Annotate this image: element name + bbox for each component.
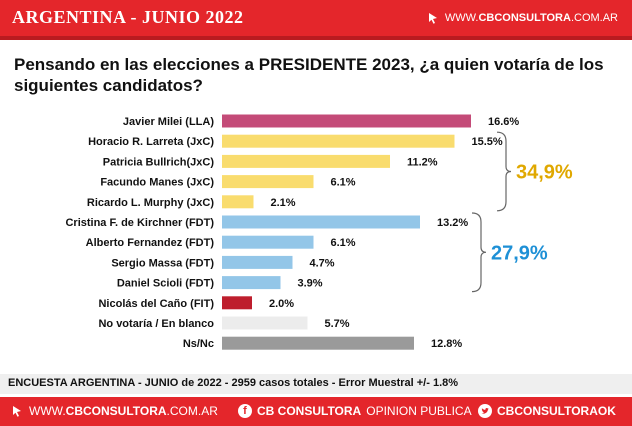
- twitter-icon: [478, 404, 492, 418]
- footer-brand-sub: OPINION PUBLICA: [366, 404, 472, 418]
- header-site-main: CBCONSULTORA: [478, 12, 571, 24]
- footer-web-prefix: WWW.: [29, 404, 66, 418]
- group-bracket: [496, 131, 512, 212]
- footnote-text: ENCUESTA ARGENTINA - JUNIO de 2022 - 295…: [8, 377, 459, 389]
- bar: [222, 215, 420, 229]
- header-bar: ARGENTINA - JUNIO 2022 WWW.CBCONSULTORA.…: [0, 0, 632, 36]
- header-site-suffix: .COM.AR: [570, 12, 618, 24]
- value-label: 4.7%: [310, 257, 335, 269]
- bar-chart: Javier Milei (LLA) 16.6% Horacio R. Larret…: [65, 114, 573, 350]
- category-label: Patricia Bullrich(JxC): [103, 156, 215, 168]
- value-label: 15.5%: [472, 136, 503, 148]
- category-label: Nicolás del Caño (FIT): [98, 298, 214, 310]
- value-label: 5.7%: [325, 318, 350, 330]
- value-label: 11.2%: [407, 156, 438, 168]
- bar: [222, 296, 252, 310]
- bar: [222, 276, 281, 290]
- category-label: No votaría / En blanco: [98, 318, 214, 330]
- category-label: Cristina F. de Kirchner (FDT): [65, 217, 214, 229]
- footer-web-suffix: .COM.AR: [166, 404, 218, 418]
- value-label: 6.1%: [331, 177, 356, 189]
- group-bracket: [471, 212, 487, 293]
- category-label: Ricardo L. Murphy (JxC): [87, 197, 214, 209]
- header-website-link[interactable]: WWW.CBCONSULTORA.COM.AR: [426, 11, 618, 25]
- bar: [222, 154, 390, 168]
- header-underline: [0, 36, 632, 40]
- category-label: Facundo Manes (JxC): [100, 177, 214, 189]
- footnote-bar: [0, 374, 632, 394]
- bar: [222, 336, 414, 350]
- bar: [222, 195, 254, 209]
- footer-twitter-link[interactable]: CBCONSULTORAOK: [478, 404, 616, 418]
- value-label: 6.1%: [331, 237, 356, 249]
- category-label: Sergio Massa (FDT): [111, 257, 214, 269]
- value-label: 2.0%: [269, 298, 294, 310]
- value-label: 16.6%: [488, 116, 519, 128]
- bar: [222, 175, 314, 189]
- cursor-icon: [13, 406, 21, 417]
- bar: [222, 316, 308, 330]
- group-total-label: 34,9%: [516, 162, 573, 184]
- header-site-prefix: WWW.: [444, 12, 479, 24]
- category-label: Alberto Fernandez (FDT): [86, 237, 215, 249]
- value-label: 2.1%: [271, 197, 296, 209]
- cursor-icon: [428, 13, 437, 24]
- bar: [222, 255, 293, 269]
- category-label: Horacio R. Larreta (JxC): [88, 136, 214, 148]
- facebook-icon: f: [238, 404, 252, 418]
- footer-website-link[interactable]: WWW.CBCONSULTORA.COM.AR: [10, 404, 218, 418]
- bar: [222, 235, 314, 249]
- value-label: 3.9%: [298, 278, 323, 290]
- category-label: Ns/Nc: [183, 338, 214, 350]
- category-label: Daniel Scioli (FDT): [117, 278, 215, 290]
- footer-facebook-link[interactable]: f CB CONSULTORA OPINION PUBLICA: [238, 404, 472, 418]
- bar: [222, 134, 455, 148]
- question-text: Pensando en las elecciones a PRESIDENTE …: [14, 55, 604, 95]
- value-label: 12.8%: [431, 338, 462, 350]
- footer-twitter-handle: CBCONSULTORAOK: [497, 404, 616, 418]
- group-total-label: 27,9%: [491, 242, 548, 264]
- category-label: Javier Milei (LLA): [123, 116, 214, 128]
- footer-brand-main: CB CONSULTORA: [257, 404, 362, 418]
- page-title: ARGENTINA - JUNIO 2022: [12, 7, 244, 27]
- bar: [222, 114, 471, 128]
- footer-web-main: CBCONSULTORA: [65, 404, 167, 418]
- value-label: 13.2%: [437, 217, 468, 229]
- footer-bar: WWW.CBCONSULTORA.COM.AR f CB CONSULTORA …: [0, 397, 632, 426]
